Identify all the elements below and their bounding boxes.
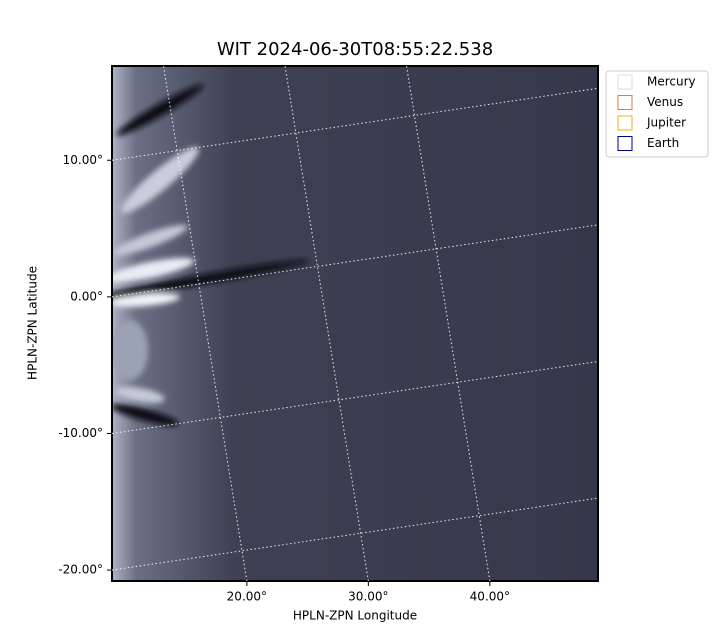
- legend-label: Jupiter: [646, 116, 686, 130]
- legend-swatch: [617, 136, 633, 151]
- y-tick-label: -10.00°: [58, 426, 103, 440]
- legend-box: [605, 70, 709, 158]
- chart-title: WIT 2024-06-30T08:55:22.538: [217, 39, 493, 60]
- grid-line: [111, 360, 599, 434]
- legend-label: Earth: [647, 136, 679, 150]
- axes-frame: [111, 65, 599, 582]
- y-tick-label: 10.00°: [63, 153, 103, 167]
- x-tick-label: 40.00°: [470, 590, 510, 604]
- y-tick-label: -20.00°: [58, 563, 103, 577]
- image-streaks: [112, 84, 309, 426]
- grid-line: [111, 497, 599, 571]
- grid-line: [111, 87, 599, 161]
- grid-line: [111, 224, 599, 298]
- legend-label: Venus: [647, 95, 683, 109]
- legend-swatch: [617, 74, 633, 90]
- legend-swatch: [617, 95, 633, 110]
- legend-label: Mercury: [647, 75, 696, 89]
- y-tick-label: 0.00°: [70, 289, 103, 303]
- legend: Mercury Venus Jupiter Earth: [605, 70, 709, 158]
- y-axis-label: HPLN-ZPN Latitude: [26, 266, 40, 380]
- x-axis-label: HPLN-ZPN Longitude: [293, 609, 417, 623]
- image-background: [112, 66, 598, 581]
- x-tick-label: 20.00°: [227, 590, 267, 604]
- x-tick-label: 30.00°: [348, 590, 388, 604]
- legend-swatch: [617, 115, 633, 131]
